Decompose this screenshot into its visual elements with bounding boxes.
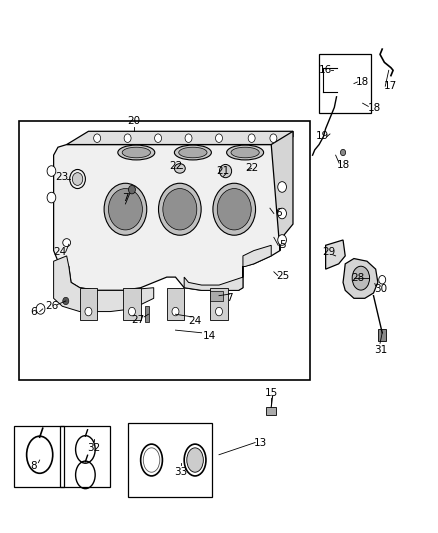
Text: 18: 18 xyxy=(367,103,381,114)
Bar xyxy=(19,120,311,381)
Text: 32: 32 xyxy=(88,443,101,453)
Ellipse shape xyxy=(104,183,147,235)
Ellipse shape xyxy=(179,147,207,158)
Bar xyxy=(210,288,228,319)
Text: 24: 24 xyxy=(53,247,67,257)
Bar xyxy=(127,423,212,497)
Bar xyxy=(319,54,371,113)
Text: 6: 6 xyxy=(31,306,37,317)
Ellipse shape xyxy=(118,145,155,160)
Text: 22: 22 xyxy=(169,161,182,171)
Circle shape xyxy=(128,308,135,316)
Text: 26: 26 xyxy=(45,301,58,311)
Polygon shape xyxy=(67,131,293,144)
Text: 18: 18 xyxy=(356,77,369,87)
Circle shape xyxy=(128,185,135,194)
Ellipse shape xyxy=(122,147,150,158)
Text: 27: 27 xyxy=(131,314,144,325)
Ellipse shape xyxy=(174,145,212,160)
Polygon shape xyxy=(53,144,280,290)
Circle shape xyxy=(72,173,83,185)
Circle shape xyxy=(155,134,162,142)
Circle shape xyxy=(278,182,286,192)
Ellipse shape xyxy=(226,145,264,160)
Text: 24: 24 xyxy=(188,316,201,326)
Circle shape xyxy=(248,134,255,142)
Text: 16: 16 xyxy=(319,66,332,75)
Circle shape xyxy=(270,134,277,142)
Circle shape xyxy=(63,297,69,305)
Text: 18: 18 xyxy=(336,160,350,169)
Text: 29: 29 xyxy=(322,247,336,257)
Ellipse shape xyxy=(213,183,255,235)
Polygon shape xyxy=(271,131,293,251)
Text: 33: 33 xyxy=(174,467,187,477)
Text: 7: 7 xyxy=(122,192,129,203)
Text: 8: 8 xyxy=(31,462,37,471)
Text: 22: 22 xyxy=(245,164,259,173)
Circle shape xyxy=(172,308,179,316)
Circle shape xyxy=(278,235,286,245)
Circle shape xyxy=(215,308,223,316)
Circle shape xyxy=(340,149,346,156)
Text: 19: 19 xyxy=(315,131,329,141)
Bar xyxy=(80,288,97,319)
Circle shape xyxy=(379,276,386,284)
Ellipse shape xyxy=(231,147,259,158)
Text: 23: 23 xyxy=(55,172,68,182)
Text: 25: 25 xyxy=(276,271,289,280)
Circle shape xyxy=(215,134,223,142)
Bar xyxy=(14,425,64,487)
Ellipse shape xyxy=(217,189,251,230)
Ellipse shape xyxy=(163,189,197,230)
Bar xyxy=(266,407,276,415)
Bar xyxy=(123,288,141,319)
Bar xyxy=(167,288,184,319)
Bar xyxy=(210,292,223,301)
Circle shape xyxy=(94,134,101,142)
Text: 31: 31 xyxy=(374,345,388,355)
Circle shape xyxy=(36,304,45,314)
Circle shape xyxy=(47,192,56,203)
Text: 14: 14 xyxy=(202,332,215,342)
Ellipse shape xyxy=(63,239,71,247)
Ellipse shape xyxy=(174,164,185,173)
Ellipse shape xyxy=(159,183,201,235)
Circle shape xyxy=(278,208,286,219)
Ellipse shape xyxy=(187,448,203,472)
Text: 28: 28 xyxy=(352,273,365,283)
Text: 7: 7 xyxy=(226,293,233,303)
Polygon shape xyxy=(184,245,271,290)
Text: 15: 15 xyxy=(265,387,278,398)
Ellipse shape xyxy=(109,189,142,230)
Circle shape xyxy=(47,166,56,176)
Circle shape xyxy=(185,134,192,142)
Polygon shape xyxy=(325,240,345,269)
Ellipse shape xyxy=(219,165,232,177)
Polygon shape xyxy=(53,256,154,312)
Text: 30: 30 xyxy=(374,284,388,294)
Text: 13: 13 xyxy=(254,438,267,448)
Bar xyxy=(60,425,110,487)
Text: 20: 20 xyxy=(127,116,141,126)
Polygon shape xyxy=(343,259,378,298)
Circle shape xyxy=(124,134,131,142)
Text: 6: 6 xyxy=(275,208,282,219)
Bar xyxy=(145,306,149,322)
Bar xyxy=(378,329,386,341)
Text: 21: 21 xyxy=(217,166,230,176)
Text: 5: 5 xyxy=(279,240,286,251)
Text: 17: 17 xyxy=(384,81,398,91)
Ellipse shape xyxy=(352,266,370,290)
Circle shape xyxy=(85,308,92,316)
